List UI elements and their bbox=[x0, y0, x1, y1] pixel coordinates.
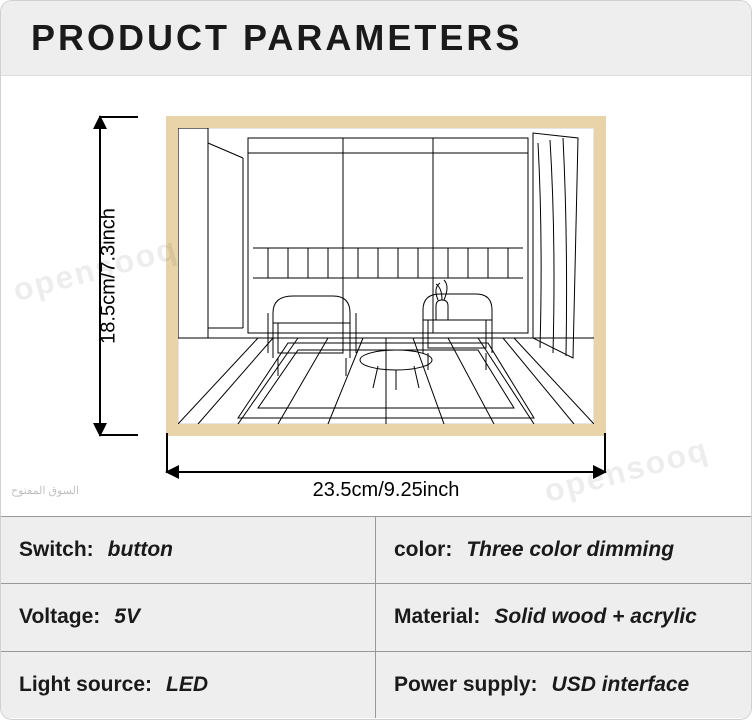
product-frame bbox=[166, 116, 606, 436]
param-row: color: Three color dimming bbox=[376, 516, 751, 583]
line-art bbox=[178, 128, 594, 424]
param-row: Power supply: USD interface bbox=[376, 651, 751, 718]
param-label: Light source: bbox=[19, 673, 152, 697]
param-label: Material: bbox=[394, 605, 480, 629]
height-label: 18.5cm/7.3inch bbox=[97, 208, 120, 344]
param-row: Voltage: 5V bbox=[1, 583, 376, 650]
param-value: Solid wood + acrylic bbox=[494, 605, 696, 629]
horizontal-dimension: 23.5cm/9.25inch bbox=[166, 461, 606, 501]
param-value: Three color dimming bbox=[466, 538, 674, 562]
page-title: PRODUCT PARAMETERS bbox=[31, 17, 731, 59]
param-row: Material: Solid wood + acrylic bbox=[376, 583, 751, 650]
param-value: button bbox=[108, 538, 173, 562]
param-label: color: bbox=[394, 538, 452, 562]
param-label: Voltage: bbox=[19, 605, 100, 629]
param-value: LED bbox=[166, 673, 208, 697]
param-value: 5V bbox=[114, 605, 140, 629]
param-row: Switch: button bbox=[1, 516, 376, 583]
param-row: Light source: LED bbox=[1, 651, 376, 718]
vertical-dimension: 18.5cm/7.3inch bbox=[71, 116, 111, 436]
width-label: 23.5cm/9.25inch bbox=[313, 479, 460, 502]
watermark-small: السوق المفتوح bbox=[11, 484, 79, 497]
param-value: USD interface bbox=[552, 673, 690, 697]
header: PRODUCT PARAMETERS bbox=[1, 1, 751, 76]
param-label: Switch: bbox=[19, 538, 94, 562]
param-label: Power supply: bbox=[394, 673, 538, 697]
parameters-table: Switch: button color: Three color dimmin… bbox=[1, 516, 751, 718]
diagram-area: 18.5cm/7.3inch bbox=[1, 76, 751, 516]
